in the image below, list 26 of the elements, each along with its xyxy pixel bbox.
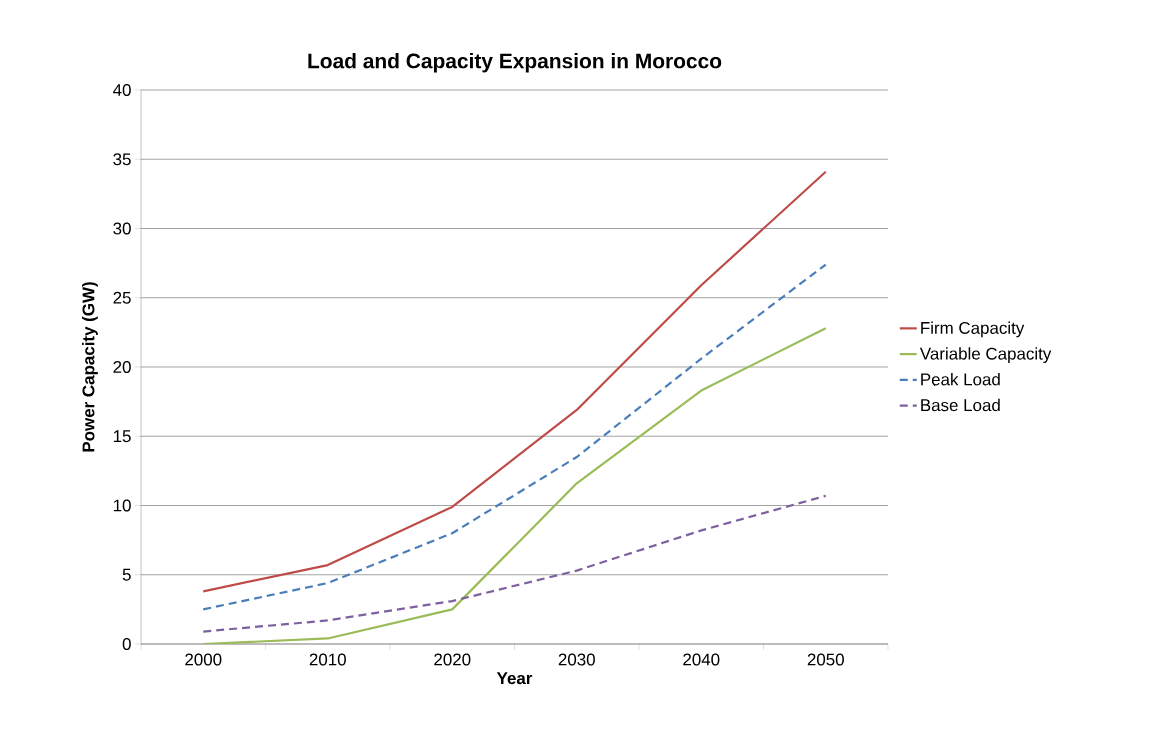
legend-label: Base Load bbox=[921, 398, 1000, 412]
y-tick-label: 10 bbox=[113, 499, 131, 512]
y-tick-label: 30 bbox=[113, 222, 131, 235]
x-tick-label: 2030 bbox=[558, 653, 595, 666]
y-tick-label: 25 bbox=[113, 291, 131, 304]
y-tick-label: 20 bbox=[113, 361, 131, 373]
y-axis-title: Power Capacity (GW) bbox=[82, 282, 98, 452]
y-tick-label: 5 bbox=[122, 568, 131, 581]
y-tick-label: 0 bbox=[122, 638, 131, 650]
legend-label: Variable Capacity bbox=[919, 347, 1052, 364]
chart-title: Load and Capacity Expansion in Morocco bbox=[308, 53, 722, 73]
x-tick-label: 2000 bbox=[185, 653, 222, 666]
x-axis-title: Year bbox=[496, 672, 533, 685]
legend-label: Firm Capacity bbox=[921, 321, 1025, 338]
x-tick-label: 2010 bbox=[309, 653, 346, 666]
line-series bbox=[202, 327, 827, 644]
legend-label: Peak Load bbox=[921, 373, 1000, 386]
y-tick-label: 15 bbox=[113, 430, 131, 443]
line-series bbox=[202, 494, 827, 633]
y-tick-label: 35 bbox=[113, 153, 131, 166]
line-series bbox=[202, 170, 827, 593]
x-tick-label: 2040 bbox=[683, 653, 720, 666]
x-tick-label: 2050 bbox=[807, 653, 844, 666]
x-tick-label: 2020 bbox=[434, 653, 471, 666]
y-tick-label: 40 bbox=[113, 84, 131, 96]
line-series bbox=[202, 263, 827, 611]
